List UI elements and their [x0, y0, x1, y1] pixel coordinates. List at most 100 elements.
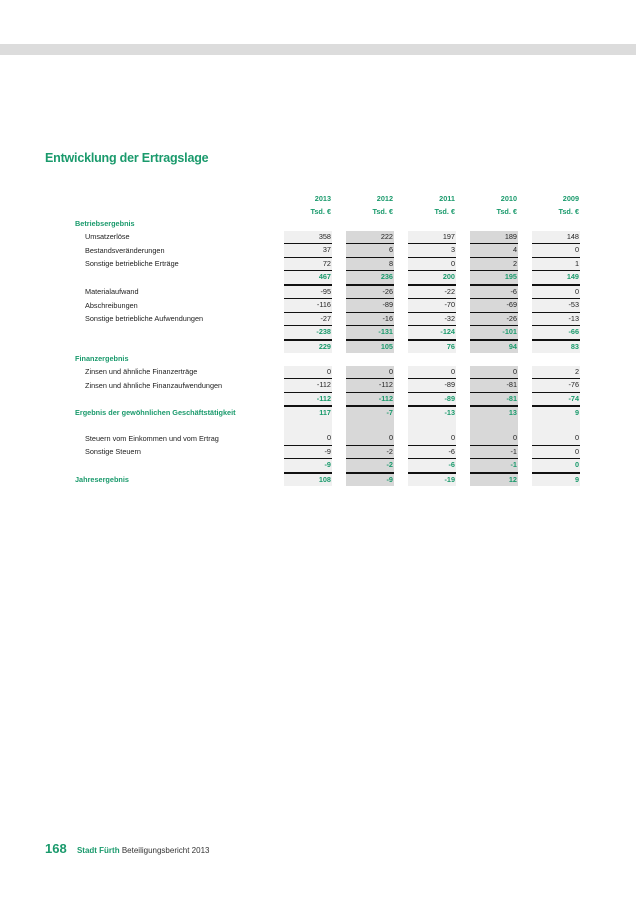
value-cell: 0: [470, 365, 518, 379]
row-label: Bestandsveränderungen: [85, 245, 165, 255]
year-header-cell: 2009: [562, 194, 579, 203]
row-label: Betriebsergebnis: [75, 219, 135, 228]
value-cell: 4: [470, 244, 518, 258]
value-cell: [532, 419, 580, 432]
column-gap: [394, 407, 408, 420]
row-label: Sonstige betriebliche Erträge: [85, 259, 179, 268]
column-gap: [518, 446, 532, 460]
value-cell: -32: [408, 312, 456, 326]
table-row: Jahresergebnis 108 -9 -19 12 9: [75, 473, 580, 487]
value-cell: 1: [532, 257, 580, 271]
column-gap: [394, 341, 408, 354]
value-cell: -26: [346, 285, 394, 299]
value-cell: 0: [408, 365, 456, 379]
column-gap: [270, 193, 284, 206]
unit-header: Tsd. € Tsd. € Tsd. € Tsd. € Tsd. €: [75, 206, 580, 219]
value-cell: -112: [346, 379, 394, 393]
column-gap: [332, 206, 346, 219]
column-gap: [518, 326, 532, 341]
column-gap: [270, 379, 284, 393]
column-gap: [518, 218, 532, 231]
value-cell: 0: [284, 432, 332, 446]
value-cell: 3: [408, 244, 456, 258]
table-row: [75, 419, 580, 433]
column-gap: [456, 326, 470, 341]
value-cell: -2: [346, 445, 394, 459]
value-cell: 0: [346, 432, 394, 446]
page-title: Entwicklung der Ertragslage: [45, 151, 209, 165]
unit-header-cell: Tsd. €: [372, 206, 393, 216]
column-gap: [270, 407, 284, 420]
table-row: -112 -112 -89 -81 -74: [75, 392, 580, 408]
column-gap: [270, 271, 284, 286]
footer-text: Beteiligungsbericht 2013: [121, 846, 210, 855]
column-gap: [456, 407, 470, 420]
column-gap: [332, 474, 346, 487]
value-cell: 2: [532, 365, 580, 379]
unit-header-cell: Tsd. €: [496, 206, 517, 216]
row-label: Sonstige Steuern: [85, 447, 141, 456]
column-gap: [394, 206, 408, 219]
year-header-cell: 2011: [439, 194, 455, 203]
column-gap: [332, 299, 346, 313]
unit-header-cell: Tsd. €: [558, 206, 579, 216]
column-gap: [332, 341, 346, 354]
column-gap: [518, 379, 532, 393]
value-cell: -53: [532, 299, 580, 313]
column-gap: [332, 379, 346, 393]
value-cell: 148: [532, 230, 580, 244]
value-cell: -6: [408, 445, 456, 459]
value-cell: -95: [284, 285, 332, 299]
column-gap: [518, 420, 532, 433]
column-gap: [456, 299, 470, 313]
value-cell: -22: [408, 285, 456, 299]
value-cell: [346, 419, 394, 432]
column-gap: [394, 393, 408, 408]
value-cell: -16: [346, 312, 394, 326]
table-row: Zinsen und ähnliche Finanzaufwendungen -1…: [75, 379, 580, 393]
column-gap: [332, 193, 346, 206]
header-spacer: [75, 193, 270, 206]
column-gap: [394, 231, 408, 245]
value-cell: -131: [346, 326, 394, 341]
table-row: Materialaufwand -95 -26 -22 -6 0: [75, 285, 580, 299]
row-label: [75, 341, 270, 354]
value-cell: 72: [284, 257, 332, 271]
value-cell: -9: [284, 459, 332, 474]
value-cell: -69: [470, 299, 518, 313]
column-gap: [332, 313, 346, 327]
column-gap: [332, 231, 346, 245]
value-cell: -81: [470, 392, 518, 407]
column-gap: [456, 446, 470, 460]
table-row: Betriebsergebnis: [75, 218, 580, 231]
column-gap: [394, 420, 408, 433]
table-row: 467 236 200 195 149: [75, 271, 580, 286]
table-row: Sonstige Steuern -9 -2 -6 -1 0: [75, 445, 580, 460]
column-gap: [394, 299, 408, 313]
year-header-cell: 2013: [314, 194, 331, 203]
column-gap: [270, 206, 284, 219]
year-header: 2013 2012 2011 2010 2009: [75, 193, 580, 206]
column-gap: [394, 366, 408, 380]
value-cell: 0: [284, 365, 332, 379]
table-row: Steuern vom Einkommen und vom Ertrag 0 0 0 0…: [75, 432, 580, 446]
column-gap: [270, 446, 284, 460]
column-gap: [270, 366, 284, 380]
table-row: Ergebnis der gewöhnlichen Geschäftstätig…: [75, 407, 580, 420]
column-gap: [518, 407, 532, 420]
value-cell: -89: [408, 379, 456, 393]
value-cell: [470, 218, 518, 231]
column-gap: [456, 244, 470, 258]
value-cell: -112: [346, 392, 394, 407]
column-gap: [270, 326, 284, 341]
value-cell: 9: [532, 407, 580, 420]
value-cell: 83: [532, 340, 580, 353]
table-row: -238 -131 -124 -101 -66: [75, 326, 580, 341]
column-gap: [456, 393, 470, 408]
column-gap: [518, 341, 532, 354]
value-cell: 0: [532, 459, 580, 474]
value-cell: -70: [408, 299, 456, 313]
column-gap: [456, 193, 470, 206]
year-header-cell: 2012: [376, 194, 393, 203]
value-cell: -238: [284, 326, 332, 341]
